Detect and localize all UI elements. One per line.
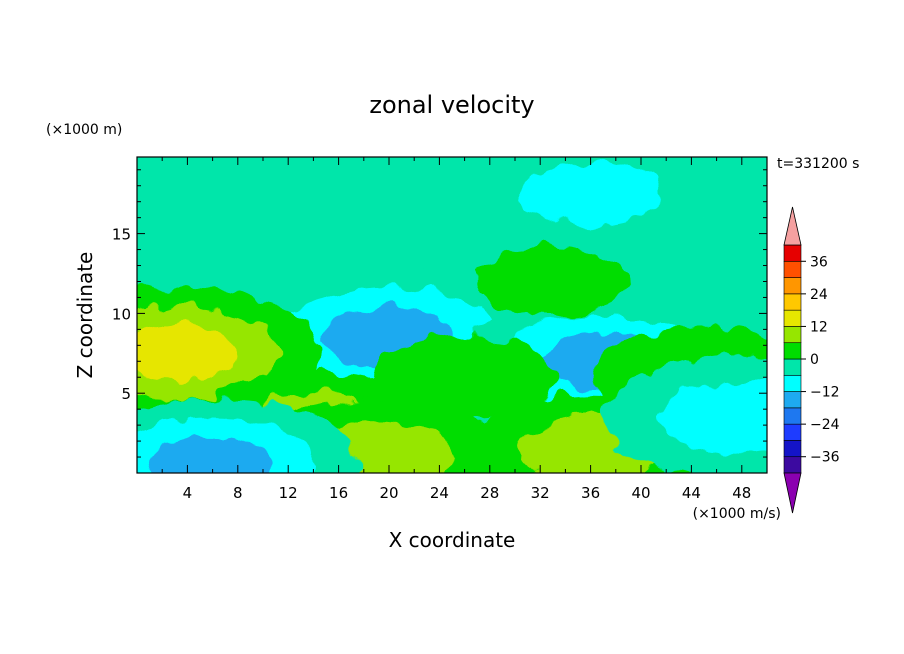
colorbar-top-arrow: [783, 206, 802, 246]
y-tick-label: 15: [112, 226, 131, 244]
x-tick-label: 40: [631, 484, 650, 502]
x-tick-label: 44: [682, 484, 701, 502]
colorbar-segment: [783, 423, 802, 441]
colorbar-segment: [783, 342, 802, 360]
contour-regions: [137, 157, 767, 473]
colorbar-segment: [783, 277, 802, 295]
colorbar-segment: [783, 260, 802, 278]
y-tick-label: 5: [121, 385, 131, 403]
x-tick-label: 8: [233, 484, 243, 502]
colorbar-segment: [783, 244, 802, 262]
contour-field: [137, 157, 767, 473]
x-axis-label: X coordinate: [389, 528, 516, 552]
time-label: t=331200 s: [777, 156, 859, 172]
contour-region: [518, 161, 663, 227]
chart-title: zonal velocity: [369, 91, 534, 119]
colorbar-tick-label: 36: [810, 254, 828, 270]
plot-frame: [136, 156, 768, 474]
x-tick-label: 48: [732, 484, 751, 502]
x-unit-label: (×1000 m/s): [693, 506, 781, 522]
x-tick-label: 24: [430, 484, 449, 502]
colorbar-segment: [783, 293, 802, 311]
colorbar-segment: [783, 407, 802, 425]
contour-region: [477, 246, 629, 317]
x-tick-label: 16: [329, 484, 348, 502]
colorbar-segment: [783, 391, 802, 409]
colorbar-tick-label: 0: [810, 352, 819, 368]
colorbar-segment: [783, 358, 802, 376]
x-tick-label: 12: [279, 484, 298, 502]
colorbar-segment: [783, 440, 802, 458]
colorbar-tick-label: 24: [810, 287, 828, 303]
y-axis-ticks: 5 10 15: [112, 169, 767, 458]
colorbar-segment: [783, 326, 802, 344]
colorbar-bottom-arrow: [783, 472, 802, 514]
colorbar-tick-label: −36: [810, 450, 840, 466]
x-tick-label: 32: [531, 484, 550, 502]
colorbar-tick-label: −24: [810, 417, 840, 433]
x-tick-label: 36: [581, 484, 600, 502]
y-tick-label: 10: [112, 305, 131, 323]
contour-region: [149, 436, 276, 473]
colorbar-tick-label: −12: [810, 385, 840, 401]
colorbar: 36 24 12 0 −12 −24 −36: [783, 206, 840, 514]
contour-region: [659, 379, 767, 455]
x-tick-label: 20: [379, 484, 398, 502]
colorbar-segment: [783, 456, 802, 474]
y-unit-label: (×1000 m): [46, 122, 122, 138]
y-axis-label: Z coordinate: [73, 252, 97, 379]
contour-region: [152, 157, 374, 229]
colorbar-segment: [783, 374, 802, 392]
contour-region: [371, 334, 558, 421]
x-tick-label: 28: [480, 484, 499, 502]
colorbar-segment: [783, 309, 802, 327]
contour-region: [137, 325, 238, 382]
colorbar-tick-label: 12: [810, 319, 828, 335]
x-tick-label: 4: [183, 484, 193, 502]
contour-region: [295, 206, 483, 293]
x-axis-ticks: 4 8 12 16 20 24 28 32 36 40 44 48: [161, 157, 751, 502]
